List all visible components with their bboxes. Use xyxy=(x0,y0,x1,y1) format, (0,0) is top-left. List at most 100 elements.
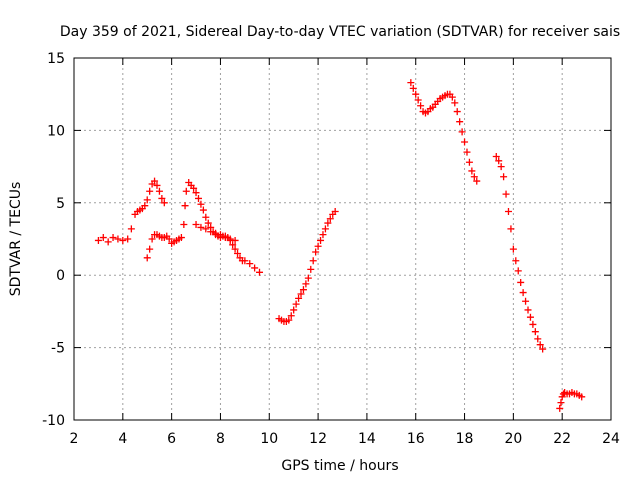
data-point xyxy=(158,194,166,202)
data-point xyxy=(204,219,212,227)
data-point xyxy=(507,225,515,233)
data-point xyxy=(285,316,293,324)
data-point xyxy=(302,280,310,288)
data-point xyxy=(299,286,307,294)
data-point xyxy=(309,257,317,265)
x-tick-label-1: 4 xyxy=(118,431,127,447)
data-point xyxy=(526,313,534,321)
data-point xyxy=(124,235,132,243)
data-point xyxy=(199,206,207,214)
data-point xyxy=(463,148,471,156)
data-point xyxy=(231,245,239,253)
data-point xyxy=(251,264,259,272)
data-point xyxy=(417,102,425,110)
data-point xyxy=(461,138,469,146)
series-3 xyxy=(192,221,239,244)
data-points xyxy=(94,79,586,412)
data-point xyxy=(531,328,539,336)
data-point xyxy=(465,158,473,166)
data-point xyxy=(155,187,163,195)
data-point xyxy=(304,274,312,282)
data-point xyxy=(99,234,107,242)
data-point xyxy=(151,177,159,185)
data-point xyxy=(519,289,527,297)
x-tick-label-11: 24 xyxy=(602,431,620,447)
data-point xyxy=(326,215,334,223)
data-point xyxy=(180,221,188,229)
data-point xyxy=(295,294,303,302)
series-4 xyxy=(275,207,339,326)
x-tick-label-10: 22 xyxy=(553,431,571,447)
data-point xyxy=(409,84,417,92)
x-tick-label-5: 12 xyxy=(309,431,327,447)
data-point xyxy=(190,184,198,192)
data-point xyxy=(473,177,481,185)
data-point xyxy=(514,267,522,275)
data-point xyxy=(522,297,530,305)
data-point xyxy=(324,219,332,227)
data-point xyxy=(470,173,478,181)
data-point xyxy=(539,345,547,353)
data-point xyxy=(197,200,205,208)
data-point xyxy=(321,225,329,233)
data-point xyxy=(287,312,295,320)
data-point xyxy=(290,306,298,314)
data-point xyxy=(458,128,466,136)
x-tick-label-4: 10 xyxy=(260,431,278,447)
data-point xyxy=(246,260,254,268)
data-point xyxy=(468,167,476,175)
x-axis-label: GPS time / hours xyxy=(281,458,398,474)
data-point xyxy=(556,404,564,412)
data-point xyxy=(143,196,151,204)
data-point xyxy=(207,228,215,236)
data-point xyxy=(160,199,168,207)
data-point xyxy=(500,173,508,181)
data-point xyxy=(314,242,322,250)
y-tick-label-5: 15 xyxy=(47,51,65,67)
y-axis-label: SDTVAR / TECUs xyxy=(8,182,24,297)
data-point xyxy=(141,202,149,210)
data-point xyxy=(451,99,459,107)
x-tick-label-3: 8 xyxy=(216,431,225,447)
data-point xyxy=(143,254,151,262)
data-point xyxy=(165,235,173,243)
data-point xyxy=(182,187,190,195)
data-point xyxy=(407,79,415,87)
data-point xyxy=(495,157,503,165)
y-tick-label-2: 0 xyxy=(56,268,65,284)
data-point xyxy=(229,241,237,249)
x-tick-label-6: 14 xyxy=(358,431,376,447)
grid xyxy=(74,58,611,420)
data-point xyxy=(492,152,500,160)
data-point xyxy=(241,257,249,265)
data-point xyxy=(331,207,339,215)
data-point xyxy=(226,235,234,243)
data-point xyxy=(197,223,205,231)
data-point xyxy=(181,202,189,210)
x-tick-labels: 2 4 6 8 10 12 14 16 18 20 22 24 xyxy=(70,431,620,447)
data-point xyxy=(456,118,464,126)
data-point xyxy=(412,90,420,98)
plot-frame xyxy=(73,57,612,421)
data-point xyxy=(202,225,210,233)
data-point xyxy=(504,207,512,215)
data-point xyxy=(231,236,239,244)
series-1 xyxy=(94,177,168,246)
data-point xyxy=(534,335,542,343)
data-point xyxy=(146,245,154,253)
series-6 xyxy=(492,152,547,353)
data-point xyxy=(517,278,525,286)
data-point xyxy=(307,265,315,273)
data-point xyxy=(221,234,229,242)
x-tick-label-9: 20 xyxy=(504,431,522,447)
data-point xyxy=(256,268,264,276)
data-point xyxy=(94,236,102,244)
series-5 xyxy=(407,79,481,185)
y-tick-labels: -10 -5 0 5 10 15 xyxy=(42,51,65,429)
data-point xyxy=(146,187,154,195)
data-point xyxy=(509,245,517,253)
data-point xyxy=(524,306,532,314)
data-point xyxy=(127,225,135,233)
data-point xyxy=(104,238,112,246)
